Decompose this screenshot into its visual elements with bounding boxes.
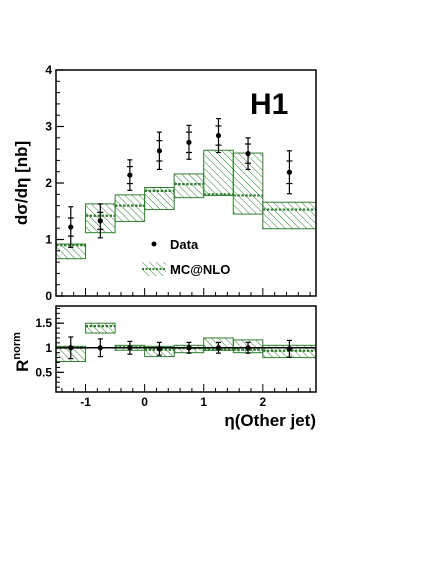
ratio-y-tick-label: 1 [45,341,52,355]
ratio-data-point [186,345,192,351]
legend-data-label: Data [170,237,199,252]
ratio-data-point [156,346,163,352]
main-data-point [127,172,133,178]
main-y-axis-title: dσ/dη [nb] [12,141,31,225]
ratio-data-point [245,345,251,351]
main-data-point [286,169,293,175]
ratio-y-ticks: 0.5 1 1.5 [35,307,64,388]
ratio-plot-frame [55,305,317,393]
ratio-y-axis-title: Rnorm [11,332,32,372]
ratio-data-point [97,345,103,351]
legend-data-marker [151,241,157,247]
ratio-y-axis-title-text: Rnorm [11,332,32,372]
legend: Data MC@NLO [142,237,230,277]
main-data-point [97,218,103,224]
main-x-ticks [61,288,311,296]
main-data-point [156,148,163,154]
mc-band-bin [144,187,175,211]
main-data-point [68,224,74,230]
main-y-ticks: 0 1 2 3 4 [45,63,64,303]
ratio-mc-band-bin [85,322,116,334]
ratio-data-points-layer [68,336,293,360]
ratio-data-point [127,345,133,351]
main-y-tick-label: 3 [45,120,52,134]
legend-mc-label: MC@NLO [170,262,230,277]
main-panel: 0 1 2 3 4 H1 dσ/dη [nb] Data MC@NLO [12,63,317,303]
main-y-tick-label: 1 [45,233,52,247]
ratio-y-tick-label: 1.5 [35,316,52,330]
ratio-panel: 0.5 1 1.5 -1 0 1 2 Rnorm η(Other jet) [11,305,317,430]
ratio-y-axis-title-sup: norm [11,332,23,360]
ratio-data-point [68,345,74,351]
mc-band-bin [173,173,205,199]
main-y-tick-label: 2 [45,176,52,190]
ratio-data-point [215,345,222,351]
x-tick-label: 1 [200,395,207,409]
mc-band-bin [203,149,234,196]
main-y-tick-label: 4 [45,63,52,77]
x-tick-label: 0 [141,395,148,409]
x-tick-label: -1 [80,395,91,409]
data-points-layer [67,117,293,249]
mc-central-layer [56,183,316,247]
main-y-tick-label: 0 [45,289,52,303]
main-data-point [186,139,192,145]
mc-band-bin [262,201,317,230]
mc-band-bin [114,194,146,222]
main-data-point [215,132,222,139]
ratio-y-axis-title-main: R [13,360,32,372]
x-tick-label: 2 [259,395,266,409]
h1-label: H1 [250,88,288,121]
x-axis-title: η(Other jet) [224,411,316,430]
ratio-mc-band-layer [55,322,317,363]
ratio-x-ticks: -1 0 1 2 [61,384,311,409]
main-data-point [245,151,251,157]
ratio-y-tick-label: 0.5 [35,365,52,379]
ratio-data-point [286,346,293,352]
